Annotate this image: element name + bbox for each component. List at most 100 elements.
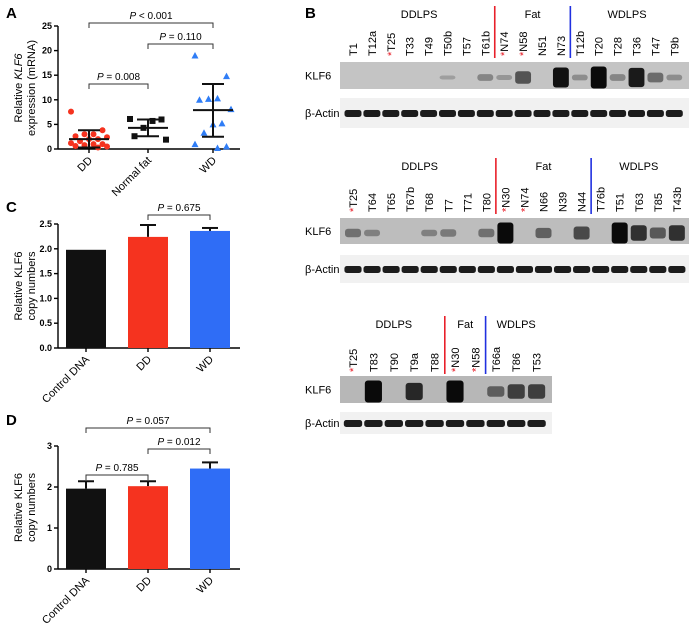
klf6-row-label: KLF6 [305,385,331,397]
klf6-band [573,226,590,240]
actin-band [466,420,485,427]
lane-label: T63 [634,193,646,212]
data-point [99,127,106,134]
actin-band [457,110,475,117]
y-tick-label: 0 [47,564,52,574]
lane-label: T85 [653,193,665,212]
data-point [149,117,156,124]
actin-band [668,266,686,273]
actin-band [611,266,629,273]
klf6-band [628,67,645,88]
actin-band [363,266,381,273]
panel-label-d: D [6,412,17,429]
klf6-band [364,229,381,237]
lane-label: T9a [409,352,421,372]
data-point [81,131,88,138]
y-tick-label: 0.5 [39,318,52,328]
y-tick-label: 5 [47,119,52,129]
actin-band [573,266,591,273]
lane-label: T12b [575,31,587,56]
klf6-band [649,227,666,239]
group-label: WDLPS [607,9,646,21]
significance-bracket [88,22,214,28]
klf6-band [478,228,495,238]
klf6-band [421,229,438,237]
western-blots: DDLPS Fat WDLPS T1 T12a *T25 T33 T49 T50b T57 T61b… [305,6,689,434]
actin-band [649,266,667,273]
actin-band [609,110,627,117]
klf6-band [611,222,628,244]
lane-label: T36 [632,37,644,56]
klf6-band [666,74,683,81]
data-point [218,119,226,127]
significance-bracket [85,427,211,433]
p-value-label: P = 0.675 [157,203,201,214]
x-tick-label: Normal fat [110,155,154,199]
actin-row-label: β-Actin [305,108,339,120]
group-label: Fat [457,319,473,331]
data-point [163,136,169,143]
klf6-band [647,72,664,83]
lane-label: *N58 [518,32,530,56]
y-tick-label: 1.0 [39,293,52,303]
p-value-label: P = 0.012 [157,437,201,448]
lane-label: *N30 [500,188,512,212]
data-point [131,133,138,140]
actin-row-label: β-Actin [305,418,339,430]
actin-band [384,420,403,427]
y-tick-label: 0.0 [39,343,52,353]
p-value-label: P = 0.785 [95,463,139,474]
y-tick-label: 15 [42,70,52,80]
actin-band [496,266,514,273]
y-tick-label: 2.0 [39,244,52,254]
group-label: Fat [525,9,541,21]
lane-label: T43b [672,187,684,212]
actin-band [445,420,465,427]
lane-label: *N74 [499,32,511,56]
x-tick-label: Control DNA [40,353,93,406]
lane-label: T49 [424,37,436,56]
data-point [191,52,199,59]
blot-block: DDLPS Fat WDLPS *T25 T83 T90 T9a T88 *N30 *N58 T66… [305,316,552,434]
klf6-band [477,74,494,81]
x-tick-label: DD [134,575,154,595]
actin-band [401,266,419,273]
actin-band [665,110,683,117]
data-point [214,94,221,102]
p-value-label: P = 0.057 [126,416,170,427]
klf6-band [364,380,382,403]
actin-band [425,420,444,427]
actin-band [344,266,362,273]
actin-band [363,110,381,117]
data-point [196,96,203,103]
y-tick-label: 20 [42,46,52,56]
lane-label: T88 [430,353,442,372]
actin-band [534,266,553,273]
lane-label: T86 [511,353,523,372]
lane-label: T83 [368,353,380,372]
actin-band [486,420,505,427]
y-tick-label: 0 [47,144,52,154]
data-point [205,95,212,102]
y-axis-label: Relative KLF6expression (mRNA) [13,40,38,136]
blot-block: DDLPS Fat WDLPS *T25 T64 T65 T67b T68 T7 T71 T80 *N… [305,158,689,283]
lane-label: T65 [386,193,398,212]
chart-c: 0.0 0.5 1.0 1.5 2.0 2.5 Control DNA DD WD Relativ… [13,203,240,406]
data-point [127,115,133,122]
y-tick-label: 3 [47,441,52,451]
lane-label: *N30 [450,348,462,372]
panel-label-a: A [6,5,17,22]
data-point [72,143,79,150]
group-label: DDLPS [401,9,438,21]
actin-band [507,420,526,427]
lane-label: N44 [577,192,589,212]
klf6-band [344,228,362,238]
lane-label: T64 [367,193,379,212]
klf6-row-label: KLF6 [305,71,331,83]
blot-block: DDLPS Fat WDLPS T1 T12a *T25 T33 T49 T50b T57 T61b… [305,6,689,128]
bar [128,486,168,569]
actin-band [495,110,513,117]
lane-label: T90 [389,353,401,372]
actin-band [553,266,572,273]
chart-a: 0 5 10 15 20 25 DD Normal fat WD Relative KLF6exp… [13,11,240,199]
